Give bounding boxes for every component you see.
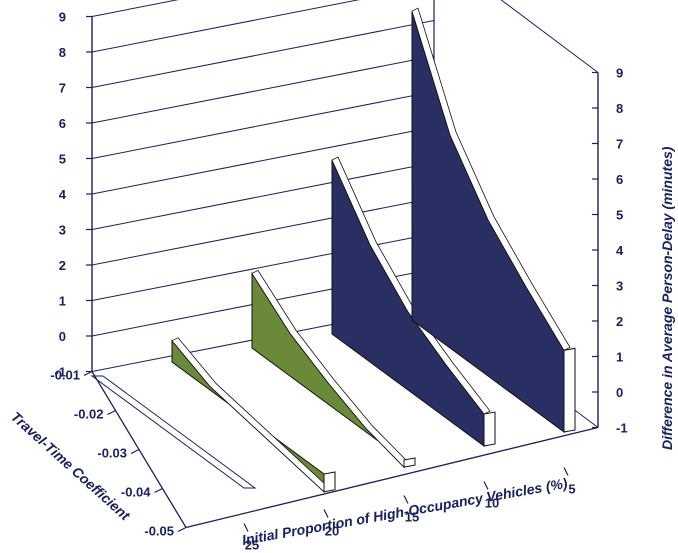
x-tick-label: 5 xyxy=(568,482,575,497)
series-ribbon xyxy=(171,337,336,493)
gridline xyxy=(91,126,435,195)
axes: 9876543210-19876543210-1-0.01-0.02-0.03-… xyxy=(50,10,627,553)
ribbon-front-cap xyxy=(483,411,496,447)
x-tick-mark xyxy=(323,509,329,518)
series-ribbon xyxy=(90,375,257,489)
ribbon-front-cap xyxy=(323,471,336,493)
left-z-tick-label: 5 xyxy=(59,152,66,167)
x-tick-mark xyxy=(243,523,249,532)
right-z-tick-label: 7 xyxy=(616,137,623,152)
right-axis-title: Difference in Average Person-Delay (minu… xyxy=(659,146,675,450)
gridline xyxy=(91,55,435,124)
ribbon-front-cap xyxy=(563,347,576,433)
left-z-tick-label: 2 xyxy=(59,258,66,273)
ribbon-flat xyxy=(90,375,257,489)
y-tick-mark xyxy=(83,370,93,377)
y-tick-label: -0.01 xyxy=(50,368,80,383)
y-axis-title: Travel-Time Coefficient xyxy=(8,408,134,524)
right-z-tick-label: 2 xyxy=(616,314,623,329)
gridline xyxy=(91,0,179,17)
x-tick-label: 20 xyxy=(325,524,339,539)
y-tick-mark xyxy=(107,409,116,416)
left-z-tick-label: -1 xyxy=(54,365,66,380)
left-z-tick-label: 8 xyxy=(59,45,66,60)
right-z-tick-label: 4 xyxy=(616,243,624,258)
right-z-tick-label: 3 xyxy=(616,279,623,294)
x-tick-label: 25 xyxy=(245,538,259,553)
y-tick-label: -0.04 xyxy=(121,485,151,500)
x-axis-title: Initial Proportion of High-Occupancy Veh… xyxy=(241,475,569,548)
left-z-tick-label: 4 xyxy=(59,187,67,202)
left-z-tick-label: 0 xyxy=(59,329,66,344)
y-tick-mark xyxy=(177,526,187,533)
left-z-tick-label: 6 xyxy=(59,116,66,131)
right-z-tick-label: 9 xyxy=(616,66,623,81)
y-tick-mark xyxy=(130,448,140,455)
x-tick-mark xyxy=(483,481,489,490)
left-z-tick-label: 9 xyxy=(59,10,66,25)
ribbon-top-edge xyxy=(331,156,491,415)
y-tick-mark xyxy=(154,487,163,494)
y-tick-label: -0.02 xyxy=(74,407,104,422)
left-z-tick-label: 7 xyxy=(59,81,66,96)
ribbon-front-cap xyxy=(403,457,416,468)
gridline xyxy=(91,197,435,266)
y-tick-label: -0.03 xyxy=(97,446,127,461)
series-ribbon xyxy=(411,7,576,433)
gridline xyxy=(91,20,435,88)
x-axis-line xyxy=(185,426,599,529)
right-z-tick-label: 1 xyxy=(616,350,623,365)
left-z-tick-label: 3 xyxy=(59,223,66,238)
right-z-tick-label: -1 xyxy=(616,421,628,436)
x-tick-mark xyxy=(563,467,569,476)
right-z-tick-label: 0 xyxy=(616,385,623,400)
x-tick-label: 15 xyxy=(405,510,419,525)
right-wall-top-edge xyxy=(500,0,599,73)
series-ribbon xyxy=(331,156,496,447)
gridline xyxy=(91,0,361,53)
x-tick-mark xyxy=(403,495,409,504)
ribbons xyxy=(90,7,576,493)
x-tick-label: 10 xyxy=(485,496,499,511)
left-z-tick-label: 1 xyxy=(59,294,66,309)
ribbon-top-edge xyxy=(411,7,571,351)
gridline xyxy=(91,91,435,159)
series-ribbon xyxy=(251,269,416,469)
gridline xyxy=(91,162,435,230)
right-z-tick-label: 5 xyxy=(616,208,623,223)
right-z-tick-label: 8 xyxy=(616,101,623,116)
right-z-tick-label: 6 xyxy=(616,172,623,187)
y-tick-label: -0.05 xyxy=(144,524,174,539)
